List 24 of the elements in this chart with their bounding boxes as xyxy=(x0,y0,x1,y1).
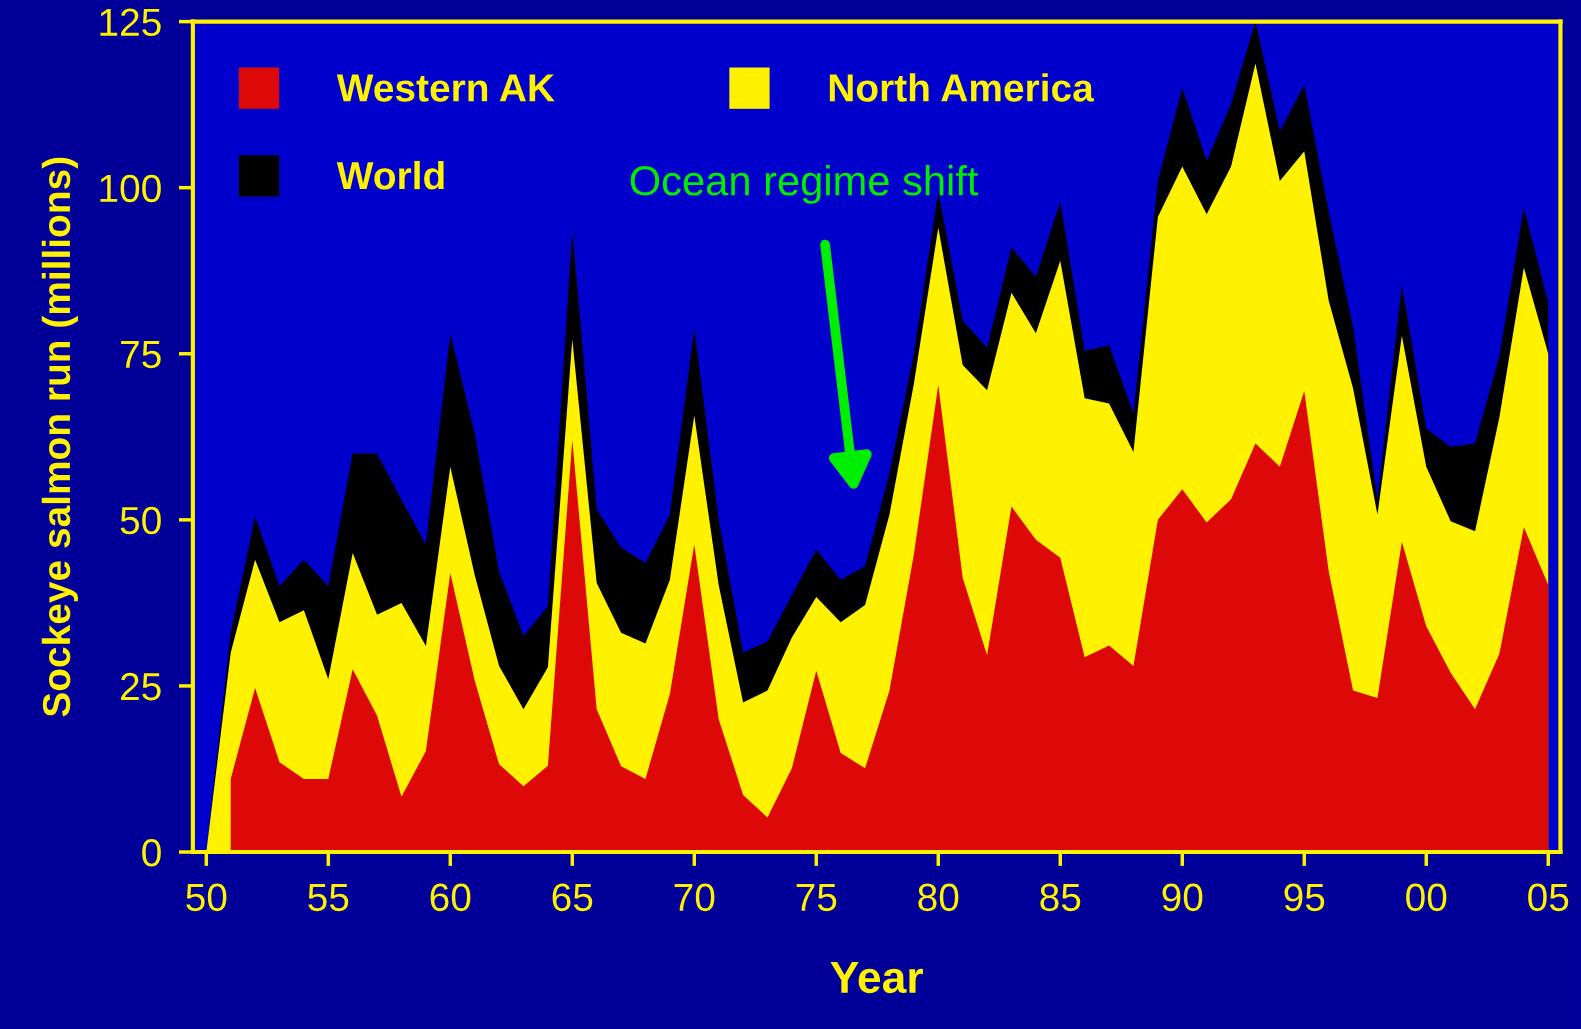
x-tick-label: 90 xyxy=(1162,883,1203,912)
y-tick-label: 125 xyxy=(100,8,161,37)
x-axis-title: Year xyxy=(830,962,923,994)
x-tick-label: 70 xyxy=(674,883,715,912)
y-tick-label: 50 xyxy=(120,506,161,535)
legend-label: Western AK xyxy=(336,74,555,102)
y-tick-label: 100 xyxy=(100,174,161,203)
annotation: Ocean regime shift xyxy=(630,165,979,204)
x-tick-label: 60 xyxy=(430,883,471,912)
x-tick-label: 75 xyxy=(796,884,837,912)
x-tick-label: 50 xyxy=(186,883,227,912)
x-tick-label: 95 xyxy=(1284,883,1325,912)
x-tick-label: 05 xyxy=(1528,883,1569,912)
y-axis-title: Sockeye salmon run (millions) xyxy=(41,157,78,717)
x-tick-label: 80 xyxy=(918,883,959,912)
y-tick-label: 25 xyxy=(121,672,161,701)
x-tick-label: 00 xyxy=(1406,883,1447,912)
y-tick-label: 75 xyxy=(121,341,161,369)
legend-label: World xyxy=(336,160,444,190)
legend-label: North America xyxy=(829,73,1095,102)
x-tick-label: 85 xyxy=(1040,883,1081,912)
x-tick-label: 65 xyxy=(552,883,593,912)
y-tick-label: 0 xyxy=(142,838,161,867)
x-tick-label: 55 xyxy=(308,884,349,912)
